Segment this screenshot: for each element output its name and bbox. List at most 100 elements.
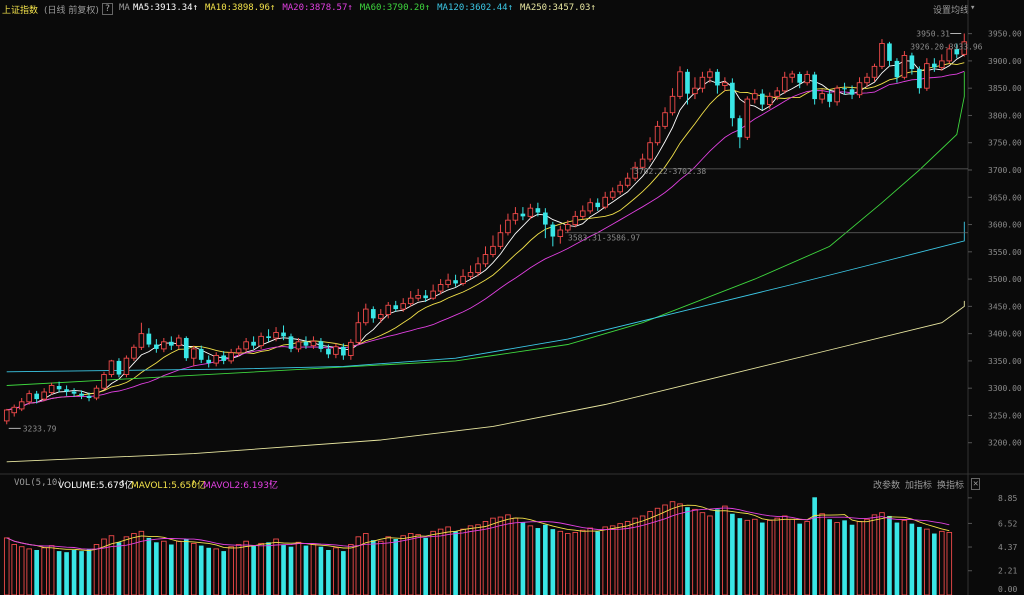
volume-bar-down [318, 546, 324, 595]
volume-bar-down [34, 549, 39, 595]
volume-bar-up [781, 515, 788, 595]
price-tick-label: 3500.00 [988, 275, 1022, 284]
candle-down [543, 212, 548, 225]
volume-bar-down [146, 537, 152, 595]
candle-up [497, 232, 504, 247]
low-label: 3233.79 [23, 424, 57, 433]
volume-bar-up [385, 536, 392, 595]
candle-down [146, 333, 152, 345]
candle-up [722, 82, 728, 86]
volume-bar-up [662, 504, 668, 595]
vol-up-arrow-icon: ↑ [120, 478, 126, 488]
candle-up [258, 335, 264, 347]
volume-bar-up [647, 511, 653, 595]
candle-up [856, 82, 863, 96]
volume-bar-up [864, 518, 870, 595]
volume-bar-up [355, 536, 362, 595]
volume-bar-up [677, 503, 683, 595]
volume-bar-up [235, 544, 242, 595]
close-icon[interactable]: ✕ [971, 478, 981, 490]
settings-ma-button[interactable]: 设置均线 [933, 6, 970, 16]
volume-bar-up [752, 518, 758, 595]
volume-bar-up [41, 547, 47, 595]
candle-down [71, 391, 77, 394]
volume-bar-down [894, 522, 900, 595]
candle-up [475, 263, 481, 273]
volume-bar-up [400, 535, 406, 595]
change-params-button[interactable]: 改参数 [873, 481, 901, 491]
volume-bar-down [453, 531, 458, 595]
volume-bar-up [18, 546, 25, 595]
volume-bar-down [154, 542, 159, 595]
candle-up [400, 303, 406, 310]
candle-down [954, 48, 960, 55]
mavol2-value: MAVOL2:6.193亿 [203, 481, 278, 491]
candle-down [535, 208, 541, 213]
switch-indicator-button[interactable]: 换指标 [937, 481, 965, 491]
candle-up [176, 337, 182, 347]
volume-value: VOLUME:5.679亿 [58, 481, 134, 491]
volume-bar-up [161, 540, 167, 595]
volume-bar-up [138, 530, 145, 595]
candle-up [243, 341, 249, 350]
candle-up [101, 374, 107, 389]
volume-bar-up [946, 531, 953, 595]
candle-up [378, 314, 384, 319]
high-label: 3950.31 [916, 29, 950, 38]
candle-up [310, 340, 317, 347]
candles [3, 33, 968, 425]
volume-bar-down [221, 551, 226, 595]
volume-bar-up [108, 535, 115, 595]
ma-line-ma120 [6, 221, 965, 373]
price-tick-label: 3350.00 [988, 357, 1022, 366]
volume-bar-down [423, 537, 428, 595]
candle-up [572, 215, 579, 225]
volume-bar-down [116, 542, 122, 595]
candle-down [303, 341, 309, 346]
candle-up [654, 125, 661, 144]
candle-down [341, 346, 346, 356]
volume-bar-up [415, 534, 421, 595]
candle-up [190, 348, 197, 359]
candle-down [326, 348, 331, 355]
candle-down [116, 360, 122, 375]
candle-up [924, 63, 930, 89]
candle-up [527, 207, 534, 217]
volume-bar-down [288, 546, 294, 595]
volume-bar-up [26, 548, 32, 595]
vol-tick-label: 2.21 [998, 567, 1017, 576]
candle-down [206, 359, 212, 364]
settings-dropdown-icon[interactable]: ▾ [970, 3, 976, 13]
help-icon[interactable]: ? [102, 3, 113, 15]
price-tick-label: 3750.00 [988, 139, 1022, 148]
candle-up [946, 48, 953, 62]
candle-up [18, 401, 25, 410]
price-tick-label: 3650.00 [988, 193, 1022, 202]
ma-value-0: MA5:3913.34↑ [133, 3, 199, 13]
ma-value-3: MA60:3790.20↑ [359, 3, 431, 13]
candle-up [228, 352, 234, 362]
candle-down [520, 213, 526, 217]
volume-bar-up [624, 520, 631, 595]
volume-bar-up [834, 522, 840, 595]
index-name[interactable]: 上证指数 [2, 6, 39, 16]
volume-bar-down [759, 522, 765, 595]
candle-up [617, 184, 623, 193]
volume-bar-down [393, 539, 399, 595]
candle-down [34, 393, 39, 400]
volume-bar-up [213, 548, 219, 595]
candle-down [168, 341, 174, 346]
volume-bar-up [512, 517, 519, 595]
candle-up [3, 409, 10, 422]
candle-up [512, 213, 519, 221]
candle-up [692, 87, 698, 95]
add-indicator-button[interactable]: 加指标 [905, 481, 933, 491]
price-tick-label: 3550.00 [988, 248, 1022, 257]
volume-bar-up [572, 531, 579, 595]
mavol2-line [6, 507, 950, 550]
volume-bar-up [879, 512, 885, 595]
candle-up [699, 76, 706, 89]
candle-down [198, 348, 204, 360]
